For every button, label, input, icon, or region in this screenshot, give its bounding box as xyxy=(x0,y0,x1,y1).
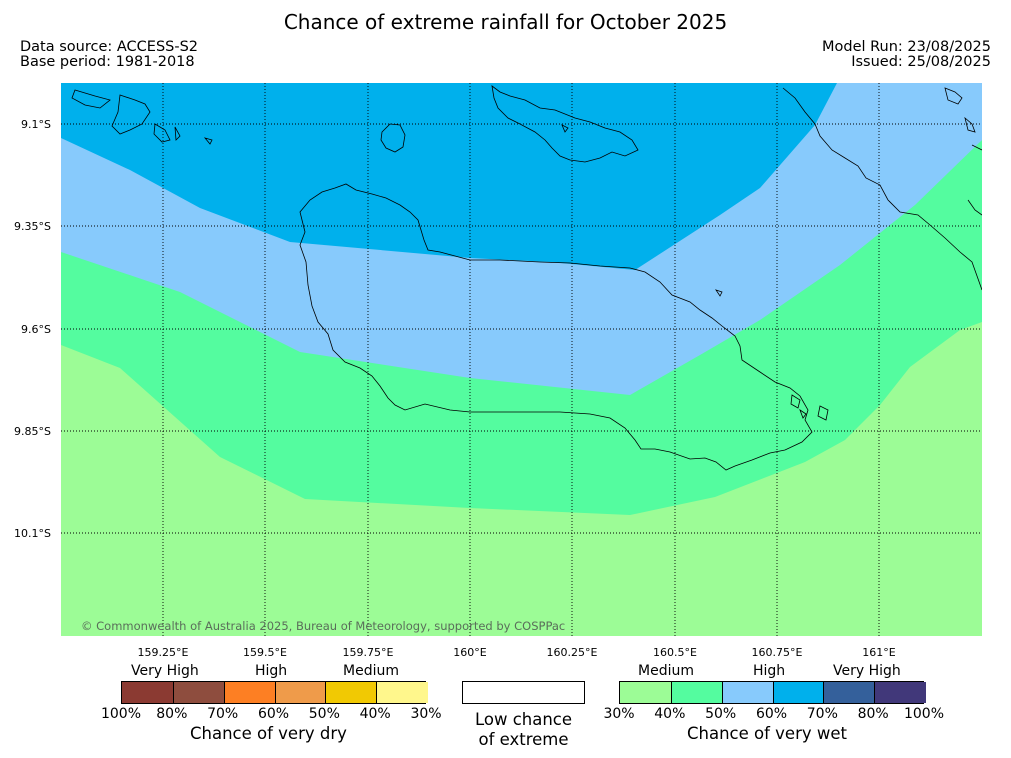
dry-tick-label: 30% xyxy=(410,706,442,722)
wet-tick-label: 60% xyxy=(755,706,788,722)
lat-label: 9.1°S xyxy=(21,118,51,131)
base-period: Base period: 1981-2018 xyxy=(20,54,195,70)
map-title: Chance of extreme rainfall for October 2… xyxy=(283,10,728,34)
coastline-east-islands xyxy=(944,87,982,216)
dry-tick-label: 70% xyxy=(207,706,239,722)
dry-tick-label: 80% xyxy=(156,706,188,722)
wet-swatch xyxy=(823,682,876,703)
wet-tick-label: 30% xyxy=(603,706,635,722)
wet-category-high: High xyxy=(753,663,786,679)
wet-swatch xyxy=(772,682,825,703)
dry-tick-label: 100% xyxy=(100,706,142,722)
lon-label: 159.25°E xyxy=(138,646,189,659)
neutral-label-line1: Low chance xyxy=(474,710,573,729)
coastline xyxy=(71,85,982,471)
probability-zones xyxy=(61,83,982,636)
dry-category-medium: Medium xyxy=(343,663,399,679)
lat-label: 9.35°S xyxy=(14,220,51,233)
graticule xyxy=(61,83,982,636)
wet-legend-label: Chance of very wet xyxy=(687,724,847,743)
dry-swatch xyxy=(274,682,327,703)
lon-label: 160.75°E xyxy=(752,646,803,659)
dry-tick-label: 60% xyxy=(257,706,290,722)
lat-label: 9.85°S xyxy=(14,425,51,438)
lat-label: 9.6°S xyxy=(21,323,51,336)
lat-label: 10.1°S xyxy=(14,527,51,540)
wet-swatch xyxy=(670,682,723,703)
coastline-savo-island xyxy=(380,123,406,153)
lon-label: 159.75°E xyxy=(343,646,394,659)
data-source: Data source: ACCESS-S2 xyxy=(20,39,199,55)
coastline-northwest-islands xyxy=(71,89,213,145)
copyright-notice: © Commonwealth of Australia 2025, Bureau… xyxy=(81,619,565,633)
lon-label: 159.5°E xyxy=(243,646,287,659)
dry-legend-label: Chance of very dry xyxy=(190,724,347,743)
wet-tick-label: 70% xyxy=(806,706,838,722)
dry-tick-label: 40% xyxy=(359,706,391,722)
wet-category-very-high: Very High xyxy=(833,663,901,679)
lon-label: 160°E xyxy=(453,646,486,659)
issued-date: Issued: 25/08/2025 xyxy=(851,54,991,70)
lon-label: 161°E xyxy=(862,646,895,659)
dry-swatch xyxy=(223,682,276,703)
coastline-florida-islands xyxy=(491,85,639,163)
wet-swatch xyxy=(721,682,774,703)
dry-category-high: High xyxy=(255,663,288,679)
dry-swatch xyxy=(376,682,428,703)
wet-colorbar xyxy=(619,681,926,704)
model-run: Model Run: 23/08/2025 xyxy=(821,39,991,55)
wet-tick-label: 40% xyxy=(654,706,686,722)
dry-swatch xyxy=(325,682,378,703)
neutral-colorbar xyxy=(462,681,585,704)
dry-tick-label: 50% xyxy=(308,706,340,722)
wet-swatch xyxy=(620,682,671,703)
wet-tick-label: 80% xyxy=(857,706,889,722)
lon-label: 160.5°E xyxy=(653,646,697,659)
dry-category-very-high: Very High xyxy=(131,663,199,679)
zone-medium xyxy=(61,322,982,636)
coastline-malaita xyxy=(782,87,982,291)
dry-colorbar xyxy=(121,681,428,704)
coastline-small-islands-south xyxy=(790,394,829,421)
coastline-islets xyxy=(561,124,723,297)
dry-swatch xyxy=(122,682,173,703)
wet-tick-label: 100% xyxy=(903,706,945,722)
dry-swatch xyxy=(172,682,225,703)
wet-category-medium: Medium xyxy=(638,663,694,679)
coastline-guadalcanal xyxy=(299,183,813,471)
lon-label: 160.25°E xyxy=(547,646,598,659)
neutral-label-line2: of extreme xyxy=(478,730,569,749)
wet-swatch xyxy=(874,682,926,703)
wet-tick-label: 50% xyxy=(705,706,737,722)
